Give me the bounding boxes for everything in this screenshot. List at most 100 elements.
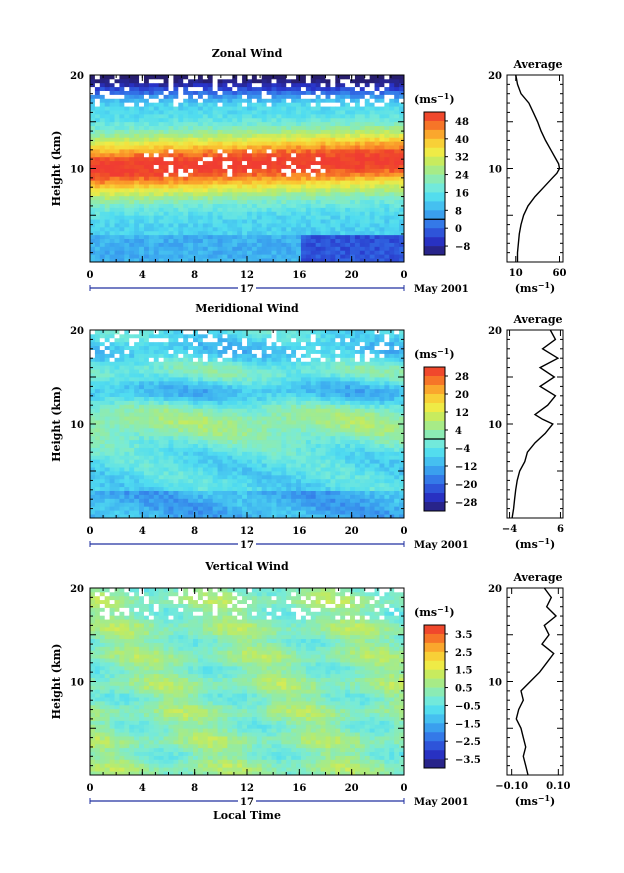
average-x-label: (ms−1) bbox=[515, 793, 556, 808]
average-frame bbox=[506, 74, 564, 263]
colorbar-tick-label: 24 bbox=[455, 171, 469, 182]
average-x-tick-label: 6 bbox=[557, 524, 564, 535]
average-title: Average bbox=[512, 58, 562, 71]
colorbar-tick-label: −1.5 bbox=[455, 719, 481, 730]
month-label: May 2001 bbox=[414, 540, 469, 551]
y-tick-label: 20 bbox=[70, 584, 84, 595]
panel-meridional: Meridional Wind 0 4 8 12 16 20 0 10 20 Height (km)… bbox=[50, 302, 564, 551]
x-axis-label: Local Time bbox=[213, 809, 281, 822]
y-axis-label: Height (km) bbox=[50, 386, 63, 462]
colorbar-unit: (ms−1) bbox=[414, 604, 455, 619]
date-label: 17 bbox=[240, 284, 254, 295]
x-tick-label: 0 bbox=[401, 526, 408, 537]
x-tick-label: 12 bbox=[240, 526, 254, 537]
colorbar-tick-label: 28 bbox=[455, 372, 469, 383]
x-tick-label: 0 bbox=[87, 783, 94, 794]
x-ticks: 0 4 8 12 16 20 0 bbox=[87, 330, 408, 537]
average-profile-line bbox=[515, 74, 561, 262]
average-frame bbox=[506, 587, 564, 776]
y-ticks: 10 20 bbox=[70, 71, 404, 263]
average-title: Average bbox=[512, 313, 562, 326]
y-ticks: 10 20 bbox=[70, 584, 404, 776]
colorbar-tick-label: −28 bbox=[455, 498, 477, 509]
average-x-tick-label: 60 bbox=[553, 268, 567, 279]
x-tick-label: 0 bbox=[87, 270, 94, 281]
colorbar-tick-label: −8 bbox=[455, 242, 470, 253]
colorbar-unit: (ms−1) bbox=[414, 91, 455, 106]
average-title: Average bbox=[512, 571, 562, 584]
x-tick-label: 0 bbox=[87, 526, 94, 537]
average-x-label: (ms−1) bbox=[515, 536, 556, 551]
y-tick-label: 10 bbox=[70, 678, 84, 689]
heatmap-cells bbox=[90, 588, 405, 776]
panel-vertical: Vertical Wind 0 4 8 12 16 20 0 10 20 Height (km) 17… bbox=[50, 560, 571, 822]
chart-title: Zonal Wind bbox=[212, 47, 283, 60]
colorbar-tick-label: 32 bbox=[455, 153, 469, 164]
x-tick-label: 4 bbox=[139, 270, 146, 281]
colorbar-tick-label: −4 bbox=[455, 444, 470, 455]
x-tick-label: 0 bbox=[401, 270, 408, 281]
x-tick-label: 4 bbox=[139, 526, 146, 537]
colorbar: (ms−1)3.5 2.5 1.5 0.5 −0.5 −1.5 −2.5 −3.5 bbox=[414, 604, 481, 769]
average-panel: Average 10 20 −4 6(ms−1) bbox=[488, 313, 564, 551]
colorbar-tick-label: 3.5 bbox=[455, 630, 472, 641]
average-profile-line bbox=[511, 329, 560, 519]
average-y-tick-label: 10 bbox=[488, 678, 502, 689]
colorbar-tick-label: −2.5 bbox=[455, 737, 481, 748]
y-tick-label: 20 bbox=[70, 326, 84, 337]
heatmap-cells bbox=[90, 75, 405, 263]
colorbar-tick-label: −0.5 bbox=[455, 701, 481, 712]
y-ticks: 10 20 bbox=[70, 326, 404, 519]
x-ticks: 0 4 8 12 16 20 0 bbox=[87, 588, 408, 794]
colorbar: (ms−1)28 20 12 4 −4 −12 −20 −28 bbox=[414, 346, 477, 512]
colorbar-tick-label: 16 bbox=[455, 188, 469, 199]
date-label: 17 bbox=[240, 797, 254, 808]
x-tick-label: 16 bbox=[292, 783, 306, 794]
average-panel: Average 10 20 10 60(ms−1) bbox=[488, 58, 566, 295]
colorbar-tick-label: 8 bbox=[455, 206, 462, 217]
month-label: May 2001 bbox=[414, 797, 469, 808]
colorbar-tick-label: −3.5 bbox=[455, 755, 481, 766]
x-tick-label: 4 bbox=[139, 783, 146, 794]
y-tick-label: 10 bbox=[70, 165, 84, 176]
average-x-tick-label: 0.10 bbox=[546, 781, 570, 792]
average-x-tick-label: 10 bbox=[509, 268, 523, 279]
colorbar-tick-label: 1.5 bbox=[455, 666, 472, 677]
x-tick-label: 8 bbox=[191, 270, 198, 281]
colorbar-tick-label: 0.5 bbox=[455, 684, 472, 695]
y-axis-label: Height (km) bbox=[50, 131, 63, 207]
y-axis-label: Height (km) bbox=[50, 644, 63, 720]
y-tick-label: 10 bbox=[70, 420, 84, 431]
colorbar: (ms−1)48 40 32 24 16 8 0 −8 bbox=[414, 91, 470, 256]
average-y-tick-label: 20 bbox=[488, 584, 502, 595]
x-tick-label: 12 bbox=[240, 783, 254, 794]
x-ticks: 0 4 8 12 16 20 0 bbox=[87, 75, 408, 281]
colorbar-tick-label: 20 bbox=[455, 390, 469, 401]
chart-title: Meridional Wind bbox=[195, 302, 299, 315]
x-tick-label: 20 bbox=[345, 526, 359, 537]
average-y-tick-label: 20 bbox=[488, 71, 502, 82]
average-x-tick-label: −4 bbox=[502, 524, 517, 535]
heatmap-cells bbox=[90, 330, 405, 519]
average-x-tick-label: −0.10 bbox=[495, 781, 528, 792]
average-y-tick-label: 20 bbox=[488, 326, 502, 337]
y-tick-label: 20 bbox=[70, 71, 84, 82]
average-y-tick-label: 10 bbox=[488, 420, 502, 431]
month-label: May 2001 bbox=[414, 284, 469, 295]
average-profile-line bbox=[515, 587, 558, 776]
x-tick-label: 12 bbox=[240, 270, 254, 281]
colorbar-tick-label: −20 bbox=[455, 480, 477, 491]
date-label: 17 bbox=[240, 540, 254, 551]
average-x-label: (ms−1) bbox=[515, 280, 556, 295]
colorbar-tick-label: 12 bbox=[455, 408, 469, 419]
average-panel: Average 10 20 −0.10 0.10(ms−1) bbox=[488, 571, 570, 808]
x-tick-label: 16 bbox=[292, 270, 306, 281]
colorbar-tick-label: 40 bbox=[455, 135, 469, 146]
colorbar-tick-label: 2.5 bbox=[455, 648, 472, 659]
colorbar-tick-label: 0 bbox=[455, 224, 462, 235]
colorbar-unit: (ms−1) bbox=[414, 346, 455, 361]
x-tick-label: 0 bbox=[401, 783, 408, 794]
colorbar-tick-label: 4 bbox=[455, 426, 462, 437]
x-tick-label: 20 bbox=[345, 783, 359, 794]
